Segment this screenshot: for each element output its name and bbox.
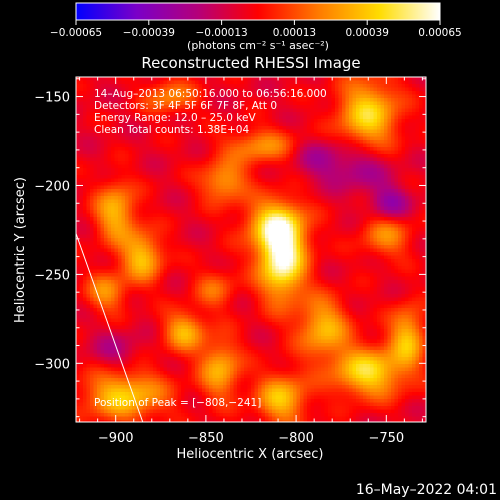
info-time-range: 14–Aug–2013 06:50:16.000 to 06:56:16.000 [94, 88, 327, 100]
render-timestamp: 16–May–2022 04:01 [356, 482, 497, 498]
y-tick-label: −250 [34, 268, 70, 283]
plot-frame [75, 76, 427, 423]
colorbar-tick-label: 0.00013 [273, 27, 316, 39]
colorbar-tick-label: 0.00039 [345, 27, 388, 39]
colorbar-tick-label: −0.00013 [195, 27, 247, 39]
x-tick-label: −850 [188, 431, 224, 446]
colorbar-tick-label: −0.00065 [50, 27, 102, 39]
info-detectors: Detectors: 3F 4F 5F 6F 7F 8F, Att 0 [94, 100, 277, 112]
x-axis-ticks: −900 −850 −800 −750 [79, 77, 423, 446]
y-tick-label: −150 [34, 91, 70, 106]
colorbar [75, 2, 441, 21]
colorbar-unit-label: (photons cm⁻² s⁻¹ asec⁻²) [187, 39, 329, 52]
colorbar-tick-label: 0.00065 [418, 27, 461, 39]
y-axis-label: Heliocentric Y (arcsec) [13, 177, 28, 323]
peak-position-label: Position of Peak = [−808,−241] [94, 397, 261, 409]
y-axis-ticks: −150 −200 −250 −300 [34, 78, 426, 418]
info-clean-counts: Clean Total counts: 1.38E+04 [94, 124, 249, 136]
x-tick-label: −800 [278, 431, 314, 446]
x-tick-label: −750 [368, 431, 404, 446]
x-tick-label: −900 [98, 431, 134, 446]
colorbar-tick-label: −0.00039 [123, 27, 175, 39]
y-tick-label: −200 [34, 179, 70, 194]
chart-title: Reconstructed RHESSI Image [141, 54, 360, 72]
y-tick-label: −300 [34, 357, 70, 372]
x-axis-label: Heliocentric X (arcsec) [177, 447, 324, 462]
heatmap-image [76, 77, 426, 422]
limb-line [76, 233, 144, 422]
info-block: 14–Aug–2013 06:50:16.000 to 06:56:16.000… [94, 88, 327, 136]
info-energy-range: Energy Range: 12.0 – 25.0 keV [94, 112, 256, 124]
colorbar-ticks: −0.00065 −0.00039 −0.00013 0.00013 0.00039 0.… [50, 20, 462, 39]
